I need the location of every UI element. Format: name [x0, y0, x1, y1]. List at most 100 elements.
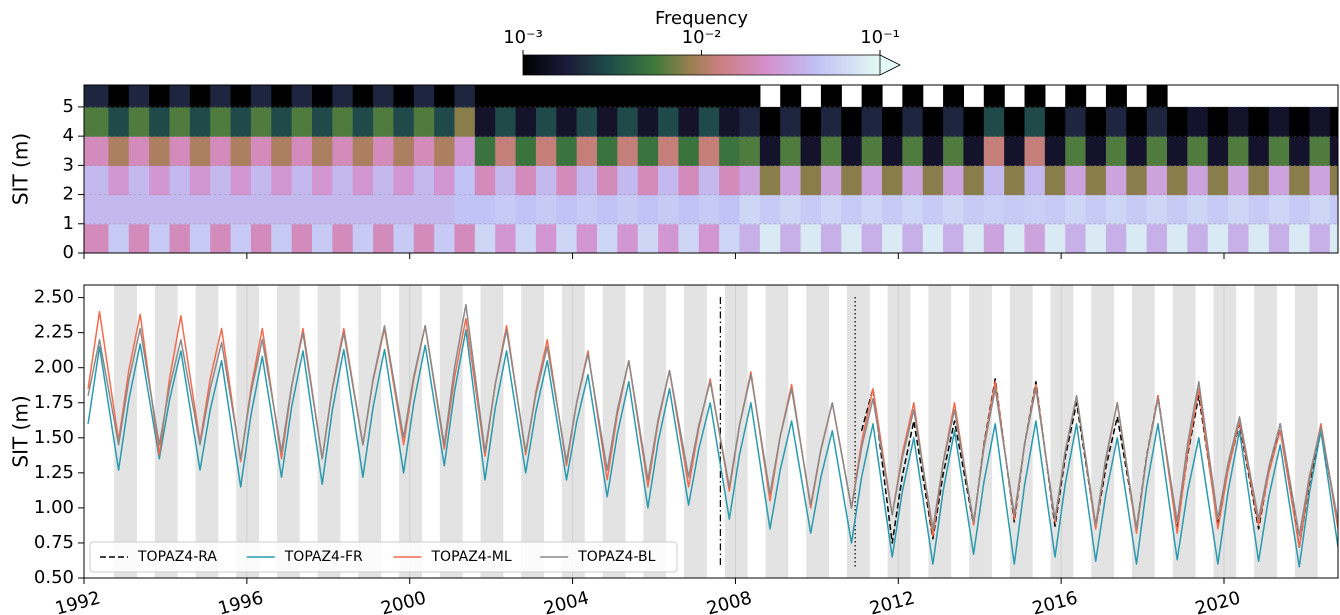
shaded-span [399, 285, 422, 578]
heat-cell [759, 223, 781, 253]
heat-cell [698, 223, 720, 253]
heat-cell [1085, 136, 1107, 166]
heat-cell [1146, 165, 1168, 196]
heat-cell [1207, 106, 1229, 137]
heat-cell [922, 106, 944, 137]
heat-cell [332, 106, 354, 137]
heat-cell [230, 194, 252, 225]
heat-cell [841, 106, 863, 137]
heat-cell [922, 194, 944, 225]
heat-cell [413, 223, 435, 253]
colorbar-tick-label: 10⁻² [682, 27, 722, 48]
heat-cell [1289, 194, 1311, 225]
heat-cell [474, 136, 496, 166]
heat-cell [943, 106, 965, 137]
heat-cell [332, 136, 354, 166]
y-tick-label: 1.50 [34, 427, 74, 448]
heat-cell [1228, 165, 1250, 196]
heat-cell [108, 106, 130, 137]
heat-cell [1085, 194, 1107, 225]
y-tick-label: 5 [63, 96, 74, 117]
heat-cell [1268, 136, 1290, 166]
heat-cell [413, 106, 435, 137]
heat-cell [556, 194, 578, 225]
heat-cell [108, 85, 130, 108]
heat-cell [108, 223, 130, 253]
heat-cell [1044, 136, 1066, 166]
heat-cell [1309, 136, 1331, 166]
heat-cell [474, 194, 496, 225]
heat-cell [943, 136, 965, 166]
series-line [87, 303, 1338, 537]
heat-cell [149, 165, 171, 196]
heat-cell [1004, 223, 1026, 253]
heat-cell [963, 165, 985, 196]
heat-cell [597, 85, 618, 108]
heat-cell [454, 165, 476, 196]
heat-cell [128, 165, 150, 196]
heat-cell [128, 136, 150, 166]
colorbar-tick-label: 10⁻³ [503, 27, 543, 48]
heat-cell [861, 136, 883, 166]
heat-cell [495, 194, 517, 225]
heat-cell [597, 106, 618, 137]
heat-cell [230, 223, 252, 253]
heat-cell [1146, 223, 1168, 253]
y-tick-label: 2.00 [34, 357, 74, 378]
heat-cell [189, 85, 211, 108]
heat-cell [556, 136, 578, 166]
heat-cell [1207, 136, 1229, 166]
heat-cell [1126, 223, 1148, 253]
legend-label: TOPAZ4-FR [284, 549, 363, 565]
heat-cell [861, 106, 883, 137]
shaded-span [684, 285, 707, 578]
heat-cell [128, 194, 150, 225]
x-tick-label: 2000 [379, 587, 429, 615]
heat-cell [128, 85, 150, 108]
heat-cell [861, 165, 883, 196]
heat-cell [312, 223, 333, 253]
heat-cell [413, 85, 435, 108]
heat-cell [576, 223, 598, 253]
heat-cell [1146, 106, 1168, 137]
heat-cell [1329, 165, 1338, 196]
heat-cell [678, 194, 700, 225]
shaded-span [1213, 285, 1237, 578]
heat-cell [576, 194, 598, 225]
heat-cell [84, 85, 110, 108]
heat-cell [882, 136, 903, 166]
heat-cell [963, 194, 985, 225]
y-tick-label: 1.00 [34, 497, 74, 518]
legend-label: TOPAZ4-ML [431, 549, 512, 565]
heat-cell [678, 165, 700, 196]
heat-cell [291, 165, 313, 196]
heat-cell [1228, 194, 1250, 225]
heat-cell [1044, 223, 1066, 253]
heat-cell [658, 136, 680, 166]
heat-cell [1146, 136, 1168, 166]
heat-cell [434, 106, 456, 137]
heat-cell [495, 165, 517, 196]
x-tick-label: 2008 [704, 587, 754, 615]
heat-cell [576, 106, 598, 137]
heat-cell [983, 85, 1005, 108]
y-tick-label: 0.75 [34, 532, 74, 553]
heat-cell [393, 136, 415, 166]
heat-cell [1004, 136, 1026, 166]
heat-cell [1167, 223, 1188, 253]
y-tick-label: 2.25 [34, 322, 74, 343]
heat-cell [434, 223, 456, 253]
y-tick-label: 0.50 [34, 567, 74, 588]
heat-cell [474, 85, 496, 108]
heat-cell [434, 85, 456, 108]
heat-cell [1105, 136, 1127, 166]
heat-cell [373, 85, 395, 108]
heat-cell [413, 165, 435, 196]
heat-cell [780, 165, 802, 196]
heat-cell [1329, 194, 1338, 225]
heat-cell [149, 85, 171, 108]
heat-cell [1289, 106, 1311, 137]
heat-cell [271, 194, 293, 225]
heat-cell [963, 136, 985, 166]
